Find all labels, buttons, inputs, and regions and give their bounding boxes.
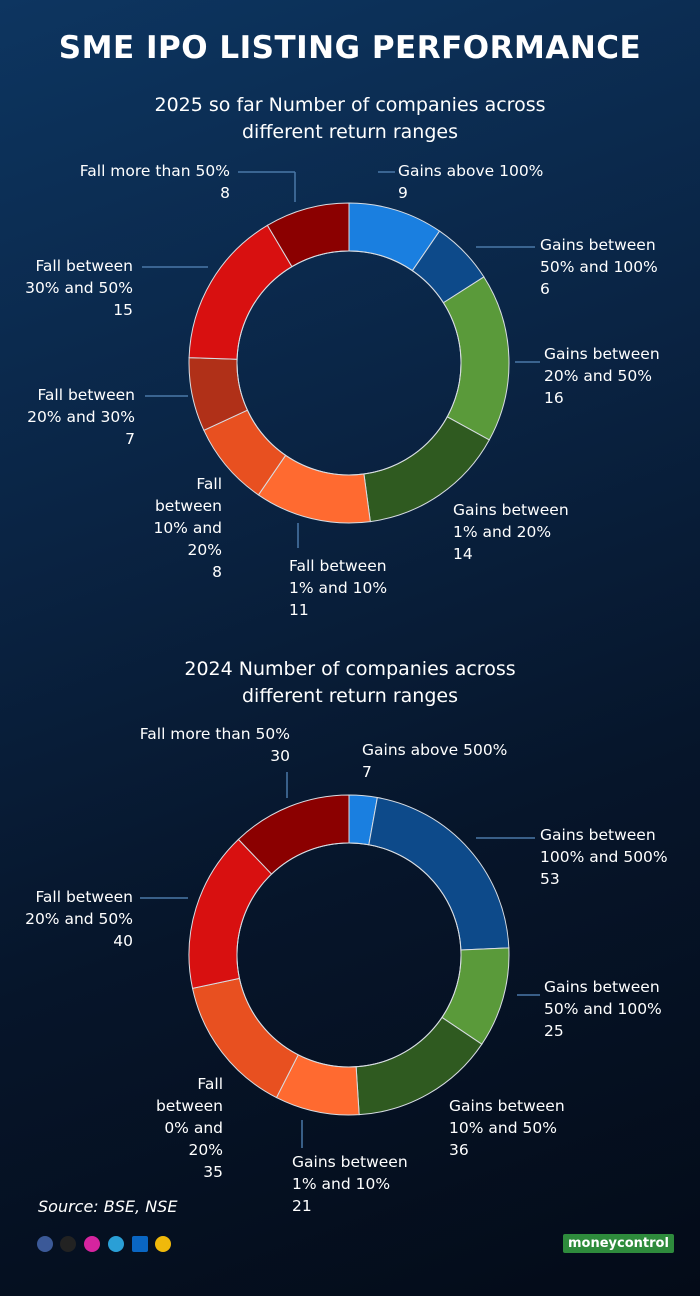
data-label: Fall between 30% and 50% 15 [23, 255, 133, 321]
donut-segment [442, 276, 510, 441]
category-label: Gains between 100% and 500% [540, 826, 668, 866]
donut-segment [188, 224, 293, 360]
value-label: 25 [544, 1022, 564, 1040]
main-title: SME IPO LISTING PERFORMANCE [58, 30, 642, 66]
icon-instagram [84, 1236, 100, 1252]
data-label: Gains above 500% 7 [362, 739, 532, 783]
data-label: Fall between 0% and 20% 35 [143, 1073, 223, 1183]
data-label: Fall between 10% and 20% 8 [142, 473, 222, 583]
donut-hole [236, 250, 462, 476]
category-label: Gains between 10% and 50% [449, 1097, 565, 1137]
category-label: Fall more than 50% [79, 162, 230, 180]
value-label: 40 [113, 932, 133, 950]
category-label: Gains between 1% and 10% [292, 1153, 408, 1193]
data-label: Gains between 50% and 100% 6 [540, 234, 680, 300]
chart-title: 2025 so far Number of companies across d… [154, 94, 546, 143]
icon-linkedin [132, 1236, 148, 1252]
category-label: Fall between 30% and 50% [25, 257, 133, 297]
category-label: Fall between 20% and 50% [25, 888, 133, 928]
icon-facebook [37, 1236, 53, 1252]
category-label: Gains between 50% and 100% [544, 978, 662, 1018]
value-label: 15 [113, 301, 133, 319]
data-label: Gains between 50% and 100% 25 [544, 976, 684, 1042]
value-label: 21 [292, 1197, 312, 1215]
category-label: Fall between 0% and 20% [155, 1075, 223, 1159]
category-label: Gains between 1% and 20% [453, 501, 569, 541]
value-label: 14 [453, 545, 473, 563]
data-label: Fall more than 50% 30 [120, 723, 290, 767]
data-label: Fall more than 50% 8 [60, 160, 230, 204]
category-label: Fall more than 50% [139, 725, 290, 743]
category-label: Fall between 20% and 30% [27, 386, 135, 426]
icon-coin [155, 1236, 171, 1252]
value-label: 8 [220, 184, 230, 202]
value-label: 11 [289, 601, 309, 619]
value-label: 30 [270, 747, 290, 765]
source: Source: BSE, NSE [38, 1197, 178, 1216]
category-label: Gains between 50% and 100% [540, 236, 658, 276]
data-label: Gains between 1% and 20% 14 [453, 499, 593, 565]
value-label: 16 [544, 389, 564, 407]
category-label: Fall between 1% and 10% [289, 557, 388, 597]
value-label: 7 [362, 763, 372, 781]
icon-x [60, 1236, 76, 1252]
data-label: Gains between 10% and 50% 36 [449, 1095, 589, 1161]
data-label: Gains above 100% 9 [398, 160, 568, 204]
chart-title: 2024 Number of companies across differen… [184, 658, 516, 707]
value-label: 8 [212, 563, 222, 581]
donut-hole [236, 842, 462, 1068]
value-label: 35 [203, 1163, 223, 1181]
data-label: Gains between 1% and 10% 21 [292, 1151, 422, 1217]
category-label: Gains above 500% [362, 741, 508, 759]
icon-telegram [108, 1236, 124, 1252]
value-label: 7 [125, 430, 135, 448]
category-label: Gains above 100% [398, 162, 544, 180]
data-label: Fall between 1% and 10% 11 [289, 555, 409, 621]
value-label: 53 [540, 870, 560, 888]
value-label: 36 [449, 1141, 469, 1159]
data-label: Fall between 20% and 50% 40 [23, 886, 133, 952]
data-label: Fall between 20% and 30% 7 [25, 384, 135, 450]
donut-segment [368, 796, 510, 951]
data-label: Gains between 100% and 500% 53 [540, 824, 690, 890]
value-label: 9 [398, 184, 408, 202]
category-label: Fall between 10% and 20% [153, 475, 222, 559]
data-label: Gains between 20% and 50% 16 [544, 343, 684, 409]
value-label: 6 [540, 280, 550, 298]
brand-logo: moneycontrol [563, 1234, 674, 1253]
category-label: Gains between 20% and 50% [544, 345, 660, 385]
